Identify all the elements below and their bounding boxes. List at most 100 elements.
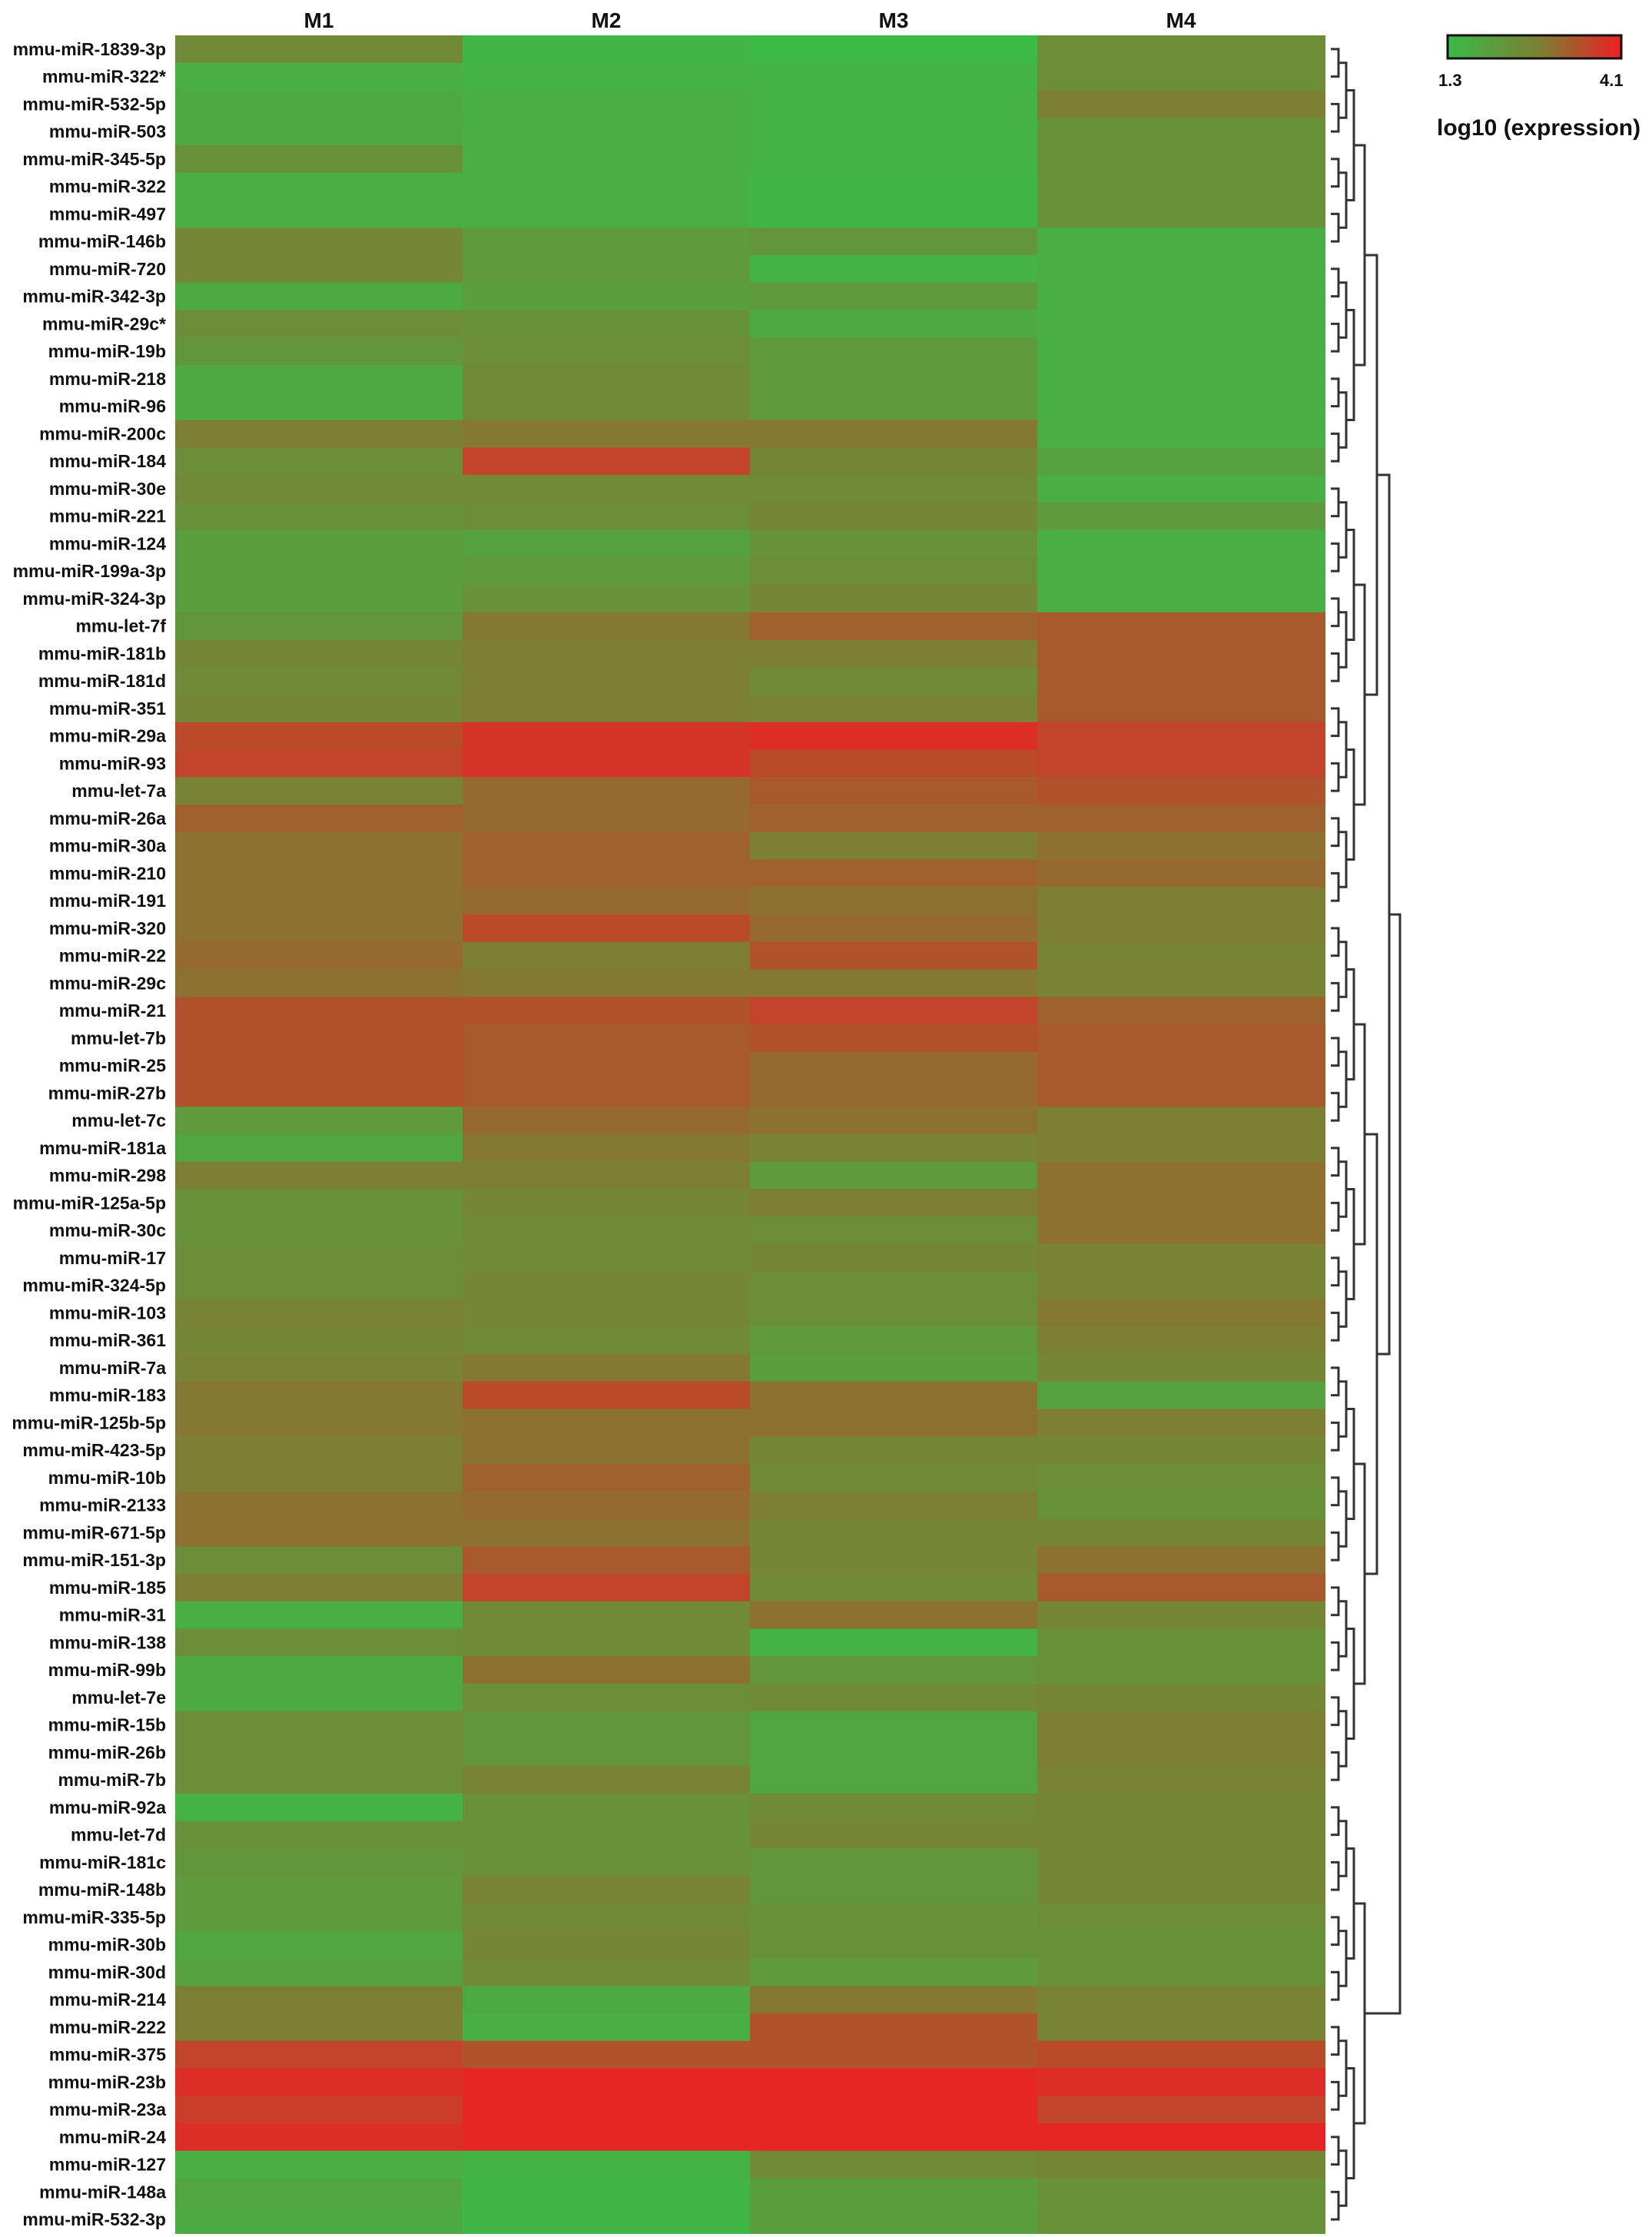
heatmap-cell (175, 1876, 463, 1904)
heatmap-cell (175, 612, 463, 641)
dendrogram-branch (1365, 1133, 1378, 1575)
row-label: mmu-miR-320 (49, 918, 166, 938)
heatmap-cell (1037, 2178, 1325, 2207)
dendrogram-branch (1331, 2026, 1340, 2056)
heatmap-cell (175, 1326, 463, 1355)
dendrogram-branch (1331, 2080, 1340, 2111)
row-label: mmu-miR-218 (49, 369, 166, 389)
heatmap-cell (750, 1518, 1038, 1548)
row-label: mmu-miR-2133 (39, 1495, 166, 1515)
heatmap-cell (175, 1161, 463, 1190)
heatmap-cell (1037, 805, 1325, 833)
heatmap-cell (463, 777, 751, 805)
row-label: mmu-miR-151-3p (22, 1550, 166, 1570)
heatmap-cell (175, 1738, 463, 1767)
heatmap-cell (175, 475, 463, 503)
heatmap-cell (1037, 62, 1325, 91)
row-label: mmu-miR-322 (49, 177, 166, 197)
heatmap-cell (463, 62, 751, 91)
heatmap-cell (175, 777, 463, 805)
heatmap-cell (750, 722, 1038, 751)
heatmap-cell (750, 392, 1038, 421)
row-label: mmu-miR-324-3p (22, 589, 166, 609)
heatmap-cell (463, 1079, 751, 1108)
heatmap-cell (1037, 997, 1325, 1025)
dendrogram-branch (1331, 542, 1340, 573)
dendrogram-branch (1331, 652, 1340, 682)
heatmap-cell (175, 557, 463, 586)
row-label: mmu-miR-181c (39, 1852, 166, 1872)
heatmap-cell (463, 1326, 751, 1355)
heatmap-cell (463, 1684, 751, 1712)
heatmap-cell (1037, 612, 1325, 641)
row-label: mmu-let-7a (71, 781, 166, 801)
heatmap-cell (175, 2150, 463, 2179)
heatmap-cell (750, 1161, 1038, 1190)
heatmap-cell (463, 365, 751, 393)
heatmap-cell (1037, 1134, 1325, 1163)
heatmap-cell (175, 1986, 463, 2014)
heatmap-cell (750, 1848, 1038, 1877)
dendrogram-branch (1331, 1201, 1340, 1232)
heatmap-cell (1037, 1079, 1325, 1108)
heatmap-cell (175, 1628, 463, 1658)
heatmap-cell (463, 1354, 751, 1382)
heatmap-cell (1037, 1601, 1325, 1630)
legend-max-label: 4.1 (1600, 71, 1624, 90)
heatmap-cell (463, 2205, 751, 2234)
dendrogram-branch (1331, 981, 1340, 1012)
heatmap-cell (463, 612, 751, 641)
heatmap-cell (1037, 172, 1325, 201)
heatmap-cell (463, 1574, 751, 1602)
heatmap-cell (750, 365, 1038, 393)
row-label: mmu-miR-345-5p (22, 149, 166, 169)
dendrogram-branch (1331, 267, 1340, 298)
heatmap-cell (1037, 2096, 1325, 2124)
heatmap-cell (175, 749, 463, 778)
row-label: mmu-miR-30c (49, 1220, 166, 1240)
heatmap-cell (750, 227, 1038, 256)
row-label: mmu-miR-720 (49, 259, 166, 279)
heatmap-cell (463, 1436, 751, 1465)
heatmap-cell (1037, 1986, 1325, 2014)
heatmap-cell (175, 1299, 463, 1328)
heatmap-cell (1037, 1903, 1325, 1932)
row-label: mmu-let-7c (71, 1110, 166, 1130)
heatmap-cell (750, 35, 1038, 64)
row-label: mmu-miR-29c* (42, 314, 166, 334)
heatmap-cell (1037, 365, 1325, 393)
row-label: mmu-miR-30d (48, 1962, 166, 1982)
heatmap-cell (1037, 941, 1325, 971)
heatmap-cell (1037, 1628, 1325, 1658)
heatmap-cell (463, 282, 751, 311)
heatmap-cell (1037, 1189, 1325, 1218)
heatmap-cell (463, 1299, 751, 1328)
heatmap-cell (175, 529, 463, 559)
heatmap-cell (175, 1024, 463, 1053)
row-label: mmu-miR-298 (49, 1166, 166, 1186)
heatmap-cell (175, 1134, 463, 1163)
heatmap-cell (175, 2013, 463, 2042)
heatmap-cell (750, 1409, 1038, 1438)
heatmap-cell (175, 585, 463, 613)
heatmap-cell (1037, 1271, 1325, 1300)
row-label: mmu-miR-138 (49, 1632, 166, 1652)
dendrogram-branch (1331, 1641, 1340, 1671)
heatmap-cell (750, 310, 1038, 339)
heatmap-cell (463, 805, 751, 833)
column-label: M2 (592, 8, 622, 32)
heatmap-cells (175, 35, 1325, 2234)
heatmap-cell (1037, 282, 1325, 311)
heatmap-cell (463, 1766, 751, 1794)
heatmap-cell (463, 1546, 751, 1575)
heatmap-cell (175, 2178, 463, 2207)
column-labels: M1 M2 M3 M4 (304, 8, 1196, 32)
dendrogram-branch (1331, 1147, 1340, 1177)
heatmap-cell (1037, 118, 1325, 146)
heatmap-cell (463, 227, 751, 256)
heatmap-cell (175, 2123, 463, 2152)
heatmap-cell (750, 639, 1038, 669)
heatmap-cell (463, 2068, 751, 2097)
row-label: mmu-miR-342-3p (22, 287, 166, 307)
color-legend: 1.3 4.1 log10 (expression) (1437, 34, 1640, 141)
